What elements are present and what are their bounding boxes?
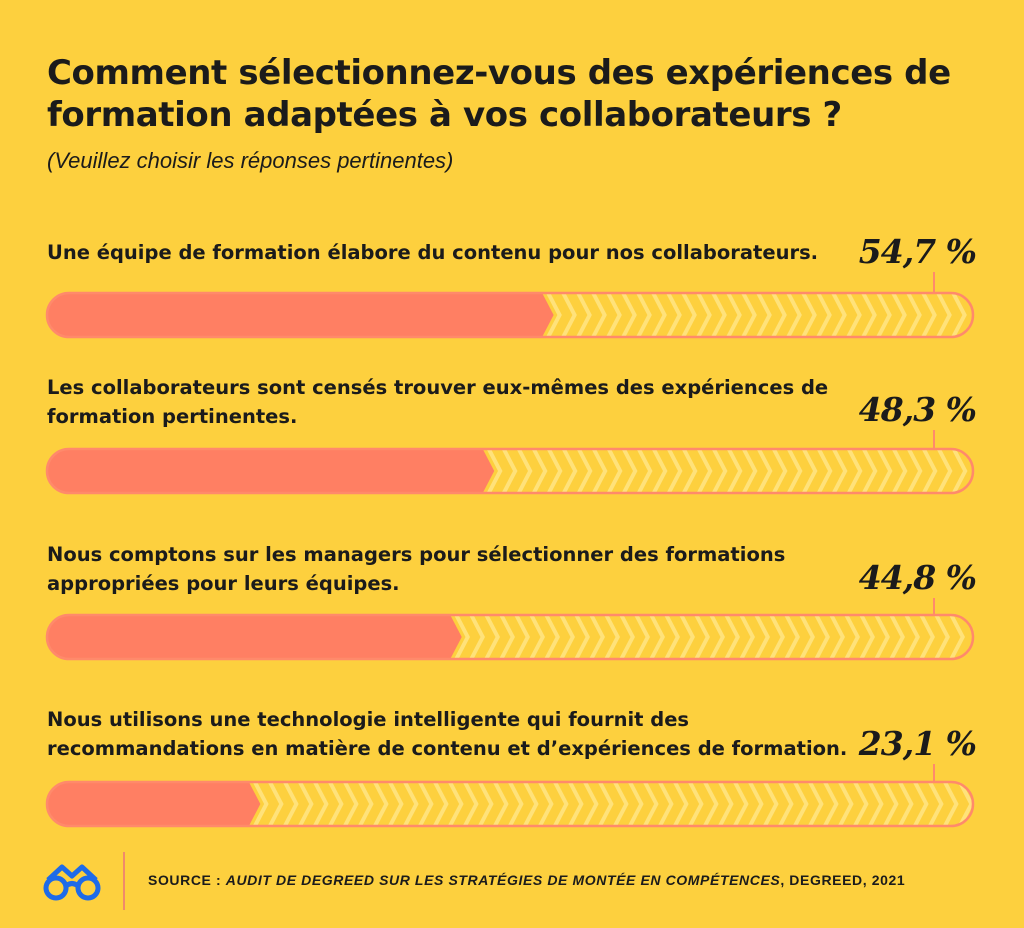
bar-track-chevrons <box>252 781 974 827</box>
bar-track-chevrons <box>545 292 974 338</box>
source-title: AUDIT DE DEGREED SUR LES STRATÉGIES DE M… <box>225 872 781 888</box>
bar-label-2: Les collaborateurs sont censés trouver e… <box>47 376 829 428</box>
bar-outline-4 <box>45 780 975 828</box>
bar-label-4: Nous utilisons une technologie intellige… <box>47 708 848 760</box>
bar-outline-2 <box>45 447 975 495</box>
chart-title: Comment sélectionnez-vous des expérience… <box>47 53 951 135</box>
chart-subtitle: (Veuillez choisir les réponses pertinent… <box>47 148 454 173</box>
bar-track-chevrons <box>453 614 974 660</box>
source-prefix: SOURCE : <box>148 872 226 888</box>
source-suffix: , DEGREED, 2021 <box>780 872 906 888</box>
value-label-2: 48,3 % <box>858 390 977 429</box>
bar-outline-1 <box>45 291 975 339</box>
glasses-logo-icon <box>42 862 104 907</box>
value-label-3: 44,8 % <box>858 558 977 597</box>
bar-label-3: Nous comptons sur les managers pour séle… <box>47 543 786 595</box>
bar-label-1: Une équipe de formation élabore du conte… <box>47 241 819 264</box>
footer-divider <box>123 852 125 910</box>
bar-fill-3 <box>46 614 462 660</box>
bar-track-chevrons <box>486 448 974 494</box>
bar-fill-1 <box>46 292 554 338</box>
bar-fill-2 <box>46 448 495 494</box>
source-line: SOURCE : AUDIT DE DEGREED SUR LES STRATÉ… <box>148 872 905 888</box>
bar-fill-4 <box>46 781 261 827</box>
value-label-1: 54,7 % <box>858 232 977 271</box>
value-label-4: 23,1 % <box>858 724 977 763</box>
bar-outline-3 <box>45 613 975 661</box>
